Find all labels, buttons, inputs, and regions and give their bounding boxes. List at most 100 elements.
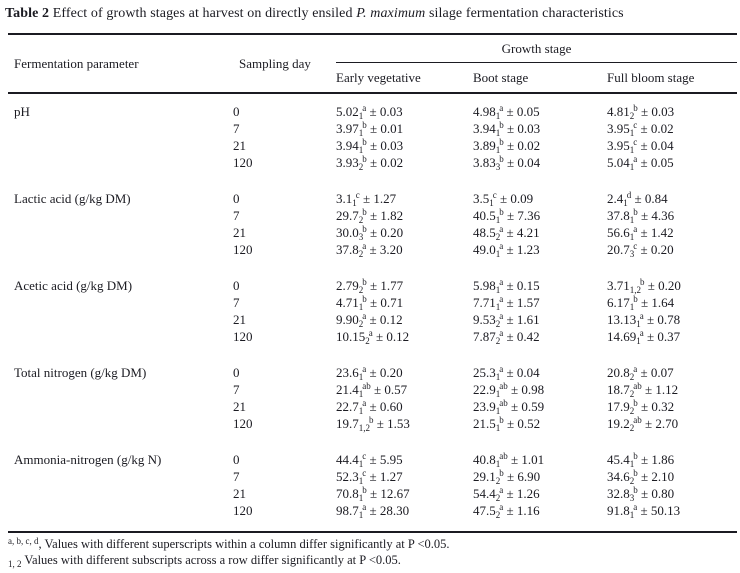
sampling-day-cell: 7 [233, 469, 240, 484]
table-row: 7 29.72b ± 1.82 40.51b ± 7.36 37.81b ± 4.36 [8, 207, 737, 225]
value-cell: 29.12b ± 6.90 [473, 468, 541, 486]
value-cell: 4.981a ± 0.05 [473, 103, 540, 121]
value-cell: 14.691a ± 0.37 [607, 328, 681, 346]
sampling-day-cell: 0 [233, 104, 240, 119]
table-row: 7 52.31c ± 1.27 29.12b ± 6.90 34.62b ± 2.10 [8, 468, 737, 486]
spacer-cell [8, 345, 737, 364]
value-cell: 3.711,2b ± 0.20 [607, 277, 681, 295]
value-cell: 54.42a ± 1.26 [473, 485, 540, 503]
value-cell: 3.971b ± 0.01 [336, 120, 404, 138]
parameter-cell [8, 241, 233, 258]
value-cell: 3.891b ± 0.02 [473, 137, 541, 155]
group-spacer-row [8, 171, 737, 190]
value-cell: 98.71a ± 28.30 [336, 502, 410, 520]
parameter-cell: pH [14, 104, 30, 119]
value-cell: 48.52a ± 4.21 [473, 224, 540, 242]
value-cell: 91.81a ± 50.13 [607, 502, 681, 520]
value-cell: 3.941b ± 0.03 [336, 137, 404, 155]
value-cell: 10.152a ± 0.12 [336, 328, 410, 346]
value-cell: 3.951c ± 0.02 [607, 120, 674, 138]
parameter-cell [8, 207, 233, 224]
table-row: 120 3.932b ± 0.02 3.833b ± 0.04 5.041a ± 0.… [8, 154, 737, 172]
value-cell: 56.61a ± 1.42 [607, 224, 674, 242]
value-cell: 21.41ab ± 0.57 [336, 381, 408, 399]
title-species-name: P. maximum [356, 6, 426, 21]
value-cell: 19.71,2b ± 1.53 [336, 415, 410, 433]
value-cell: 22.71a ± 0.60 [336, 398, 403, 416]
table-number: Table 2 [5, 6, 50, 21]
table-row: 21 22.71a ± 0.60 23.91ab ± 0.59 17.92b ± 0.… [8, 398, 737, 416]
spacer-cell [8, 432, 737, 451]
value-cell: 30.03b ± 0.20 [336, 224, 404, 242]
col-header-growth-stage: Growth stage [336, 34, 738, 63]
value-cell: 20.82a ± 0.07 [607, 364, 674, 382]
footnote-marker-subscript: 1, 2 [8, 559, 22, 569]
value-cell: 45.41b ± 1.86 [607, 451, 675, 469]
spacer-cell [8, 171, 737, 190]
value-cell: 3.11c ± 1.27 [336, 190, 397, 208]
sampling-day-cell: 120 [233, 242, 253, 257]
value-cell: 47.52a ± 1.16 [473, 502, 540, 520]
footnote-text: , Values with different superscripts wit… [38, 537, 450, 551]
sampling-day-cell: 120 [233, 416, 253, 431]
value-cell: 4.711b ± 0.71 [336, 294, 404, 312]
parameter-cell [8, 415, 233, 432]
value-cell: 49.01a ± 1.23 [473, 241, 540, 259]
group-spacer-row [8, 432, 737, 451]
parameter-cell: Ammonia-nitrogen (g/kg N) [14, 452, 162, 467]
title-text-tail: silage fermentation characteristics [425, 6, 624, 21]
value-cell: 37.81b ± 4.36 [607, 207, 675, 225]
value-cell: 3.51c ± 0.09 [473, 190, 534, 208]
parameter-cell [8, 502, 233, 532]
col-header-sampling-day: Sampling day [239, 55, 311, 71]
value-cell: 5.021a ± 0.03 [336, 103, 403, 121]
group-spacer-row [8, 258, 737, 277]
sampling-day-cell: 7 [233, 208, 240, 223]
parameter-cell [8, 398, 233, 415]
value-cell: 34.62b ± 2.10 [607, 468, 675, 486]
parameter-cell [8, 224, 233, 241]
value-cell: 44.41c ± 5.95 [336, 451, 403, 469]
table-row: 21 9.902a ± 0.12 9.532a ± 1.61 13.131a ± 0.… [8, 311, 737, 329]
col-header-early-vegetative: Early vegetative [336, 69, 421, 85]
col-header-full-bloom-stage: Full bloom stage [607, 69, 695, 85]
header-row-top: Fermentation parameter Sampling day Grow… [8, 34, 738, 71]
footnote-subscripts: 1, 2 Values with different subscripts ac… [8, 552, 740, 569]
sampling-day-cell: 0 [233, 278, 240, 293]
parameter-cell [8, 485, 233, 502]
table-row: 7 3.971b ± 0.01 3.941b ± 0.03 3.951c ± 0.02 [8, 120, 737, 138]
table-row: 21 70.81b ± 12.67 54.42a ± 1.26 32.83b ± 0.… [8, 485, 737, 503]
value-cell: 19.22ab ± 2.70 [607, 415, 679, 433]
col-header-fermentation-parameter: Fermentation parameter [14, 55, 139, 71]
table-title: Table 2 Effect of growth stages at harve… [0, 0, 740, 24]
group-spacer-row [8, 345, 737, 364]
table-header: Fermentation parameter Sampling day Grow… [8, 34, 738, 94]
value-cell: 13.131a ± 0.78 [607, 311, 681, 329]
parameter-cell [8, 294, 233, 311]
value-cell: 7.711a ± 1.57 [473, 294, 540, 312]
parameter-cell [8, 381, 233, 398]
value-cell: 21.51b ± 0.52 [473, 415, 541, 433]
table-row: 7 21.41ab ± 0.57 22.91ab ± 0.98 18.72ab ± 1… [8, 381, 737, 399]
sampling-day-cell: 21 [233, 138, 246, 153]
value-cell: 23.91ab ± 0.59 [473, 398, 545, 416]
value-cell: 37.82a ± 3.20 [336, 241, 403, 259]
sampling-day-cell: 7 [233, 295, 240, 310]
value-cell: 7.872a ± 0.42 [473, 328, 540, 346]
value-cell: 18.72ab ± 1.12 [607, 381, 679, 399]
fermentation-table: Fermentation parameter Sampling day Grow… [8, 33, 738, 533]
parameter-cell: Lactic acid (g/kg DM) [14, 191, 131, 206]
value-cell: 5.981a ± 0.15 [473, 277, 540, 295]
value-cell: 20.73c ± 0.20 [607, 241, 674, 259]
value-cell: 25.31a ± 0.04 [473, 364, 540, 382]
table-row: 120 98.71a ± 28.30 47.52a ± 1.16 91.81a ± 5… [8, 502, 737, 532]
value-cell: 52.31c ± 1.27 [336, 468, 403, 486]
value-cell: 3.932b ± 0.02 [336, 154, 404, 172]
table-row: 120 10.152a ± 0.12 7.872a ± 0.42 14.691a ± … [8, 328, 737, 346]
header-row-sub: Early vegetative Boot stage Full bloom s… [8, 63, 737, 94]
value-cell: 23.61a ± 0.20 [336, 364, 403, 382]
value-cell: 2.792b ± 1.77 [336, 277, 404, 295]
sampling-day-cell: 21 [233, 225, 246, 240]
table-row: Ammonia-nitrogen (g/kg N) 0 44.41c ± 5.95 4… [8, 451, 737, 469]
